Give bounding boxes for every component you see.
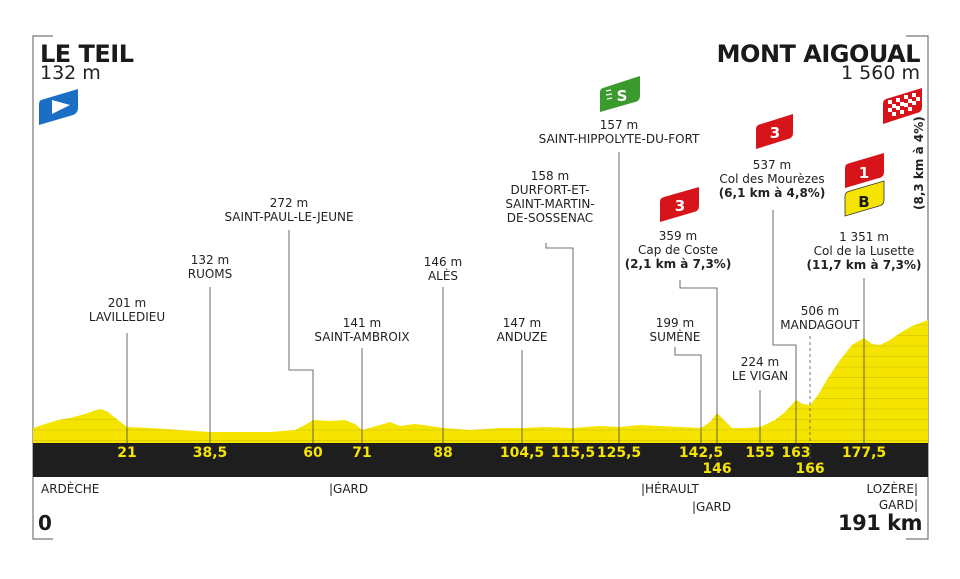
waypoint-sumene: 199 m SUMÈNE — [650, 316, 701, 344]
distance-start: 0 — [38, 511, 52, 535]
start-altitude: 132 m — [40, 62, 101, 84]
waypoint-cap-de-coste: 359 m Cap de Coste (2,1 km à 7,3%) — [625, 229, 732, 271]
waypoint-altitude: 272 m — [269, 196, 309, 210]
waypoint-durfort: 158 m DURFORT-ET- SAINT-MARTIN- DE-SOSSE… — [505, 169, 594, 225]
waypoint-altitude: 224 m — [740, 355, 780, 369]
leader-lines — [126, 152, 865, 443]
km-tick: 163 — [781, 445, 811, 461]
waypoint-altitude: 158 m — [530, 169, 570, 183]
km-tick: 38,5 — [192, 445, 228, 461]
region-gard-2: |GARD — [692, 500, 732, 514]
waypoint-name: LE VIGAN — [731, 369, 789, 383]
bonus-flag-icon: B — [844, 180, 885, 217]
waypoint-name: MANDAGOUT — [780, 318, 860, 332]
svg-text:B: B — [858, 193, 869, 211]
waypoint-ruoms: 132 m RUOMS — [188, 253, 233, 281]
waypoint-name-line: SAINT-MARTIN- — [505, 197, 595, 211]
final-climb-note: (8,3 km à 4%) — [912, 116, 926, 210]
waypoint-ales: 146 m ALÈS — [424, 255, 462, 283]
waypoint-altitude: 141 m — [342, 316, 382, 330]
finish-altitude: 1 560 m — [841, 62, 920, 84]
waypoint-altitude: 201 m — [107, 296, 147, 310]
start-flag-icon — [39, 89, 78, 125]
waypoint-name: RUOMS — [187, 267, 233, 281]
frame-left — [32, 35, 53, 540]
waypoint-name: SAINT-AMBROIX — [314, 330, 410, 344]
elevation-profile — [33, 320, 928, 443]
svg-text:1: 1 — [859, 164, 869, 182]
waypoint-anduze: 147 m ANDUZE — [497, 316, 548, 344]
waypoint-mandagout: 506 m MANDAGOUT — [780, 304, 859, 332]
km-tick: 166 — [795, 461, 825, 477]
waypoint-saint-hippolyte-du-fort: 157 m SAINT-HIPPOLYTE-DU-FORT — [539, 118, 700, 146]
km-tick: 125,5 — [596, 445, 642, 461]
waypoint-name: SAINT-HIPPOLYTE-DU-FORT — [538, 132, 700, 146]
waypoint-altitude: 506 m — [800, 304, 840, 318]
waypoint-col-des-mourezes: 537 m Col des Mourèzes (6,1 km à 4,8%) — [719, 158, 826, 200]
waypoint-altitude: 146 m — [423, 255, 463, 269]
waypoint-le-vigan: 224 m LE VIGAN — [732, 355, 788, 383]
waypoint-name: Cap de Coste — [637, 243, 719, 257]
km-tick: 155 — [745, 445, 775, 461]
waypoint-name-line: DURFORT-ET- — [510, 183, 590, 197]
svg-text:3: 3 — [675, 197, 685, 215]
waypoint-saint-ambroix: 141 m SAINT-AMBROIX — [314, 316, 409, 344]
finish-flag-icon — [883, 88, 922, 124]
waypoint-altitude: 157 m — [599, 118, 639, 132]
svg-text:3: 3 — [770, 124, 780, 142]
climb-stats: (11,7 km à 7,3%) — [806, 258, 922, 272]
waypoint-altitude: 199 m — [655, 316, 695, 330]
waypoint-saint-paul-le-jeune: 272 m SAINT-PAUL-LE-JEUNE — [224, 196, 353, 224]
waypoint-name: LAVILLEDIEU — [88, 310, 166, 324]
km-tick: 146 — [702, 461, 732, 477]
waypoint-altitude: 132 m — [190, 253, 230, 267]
region-lozere: LOZÈRE| — [866, 482, 918, 496]
waypoint-lavilledieu: 201 m LAVILLEDIEU — [89, 296, 165, 324]
waypoint-col-de-la-lusette: 1 351 m Col de la Lusette (11,7 km à 7,3… — [807, 230, 922, 272]
start-town: LE TEIL — [40, 40, 134, 68]
region-gard-3: GARD| — [878, 498, 918, 512]
waypoint-name: Col des Mourèzes — [719, 172, 825, 186]
climb-cat1-lusette-icon: 1 — [845, 153, 884, 188]
waypoint-name: ANDUZE — [496, 330, 548, 344]
dashed-leader-lines — [716, 336, 811, 470]
distance-end: 191 km — [838, 511, 923, 535]
km-tick: 177,5 — [841, 445, 887, 461]
waypoint-name-line: DE-SOSSENAC — [506, 211, 594, 225]
waypoint-altitude: 1 351 m — [839, 230, 889, 244]
region-herault: |HÉRAULT — [641, 482, 699, 496]
waypoint-name: Col de la Lusette — [813, 244, 915, 258]
frame-right — [906, 35, 929, 540]
km-tick: 71 — [352, 445, 372, 461]
finish-town: MONT AIGOUAL — [716, 40, 921, 68]
region-gard: |GARD — [329, 482, 369, 496]
sprint-flag-icon: S — [600, 76, 640, 112]
waypoint-name: SUMÈNE — [649, 330, 701, 344]
climb-cat3-cap-de-coste-icon: 3 — [660, 187, 699, 222]
waypoint-altitude: 359 m — [658, 229, 698, 243]
region-ardeche: ARDÈCHE — [41, 482, 100, 496]
km-tick: 115,5 — [550, 445, 596, 461]
waypoint-altitude: 147 m — [502, 316, 542, 330]
waypoint-name: ALÈS — [427, 269, 459, 283]
km-tick: 142,5 — [678, 445, 724, 461]
climb-stats: (6,1 km à 4,8%) — [718, 186, 826, 200]
km-tick: 88 — [433, 445, 453, 461]
km-tick: 104,5 — [499, 445, 545, 461]
km-tick: 21 — [117, 445, 137, 461]
waypoint-altitude: 537 m — [752, 158, 792, 172]
climb-cat3-mourezes-icon: 3 — [756, 114, 793, 149]
waypoint-name: SAINT-PAUL-LE-JEUNE — [224, 210, 354, 224]
km-band — [33, 443, 928, 477]
climb-stats: (2,1 km à 7,3%) — [624, 257, 732, 271]
svg-text:S: S — [617, 87, 628, 105]
km-tick: 60 — [303, 445, 323, 461]
